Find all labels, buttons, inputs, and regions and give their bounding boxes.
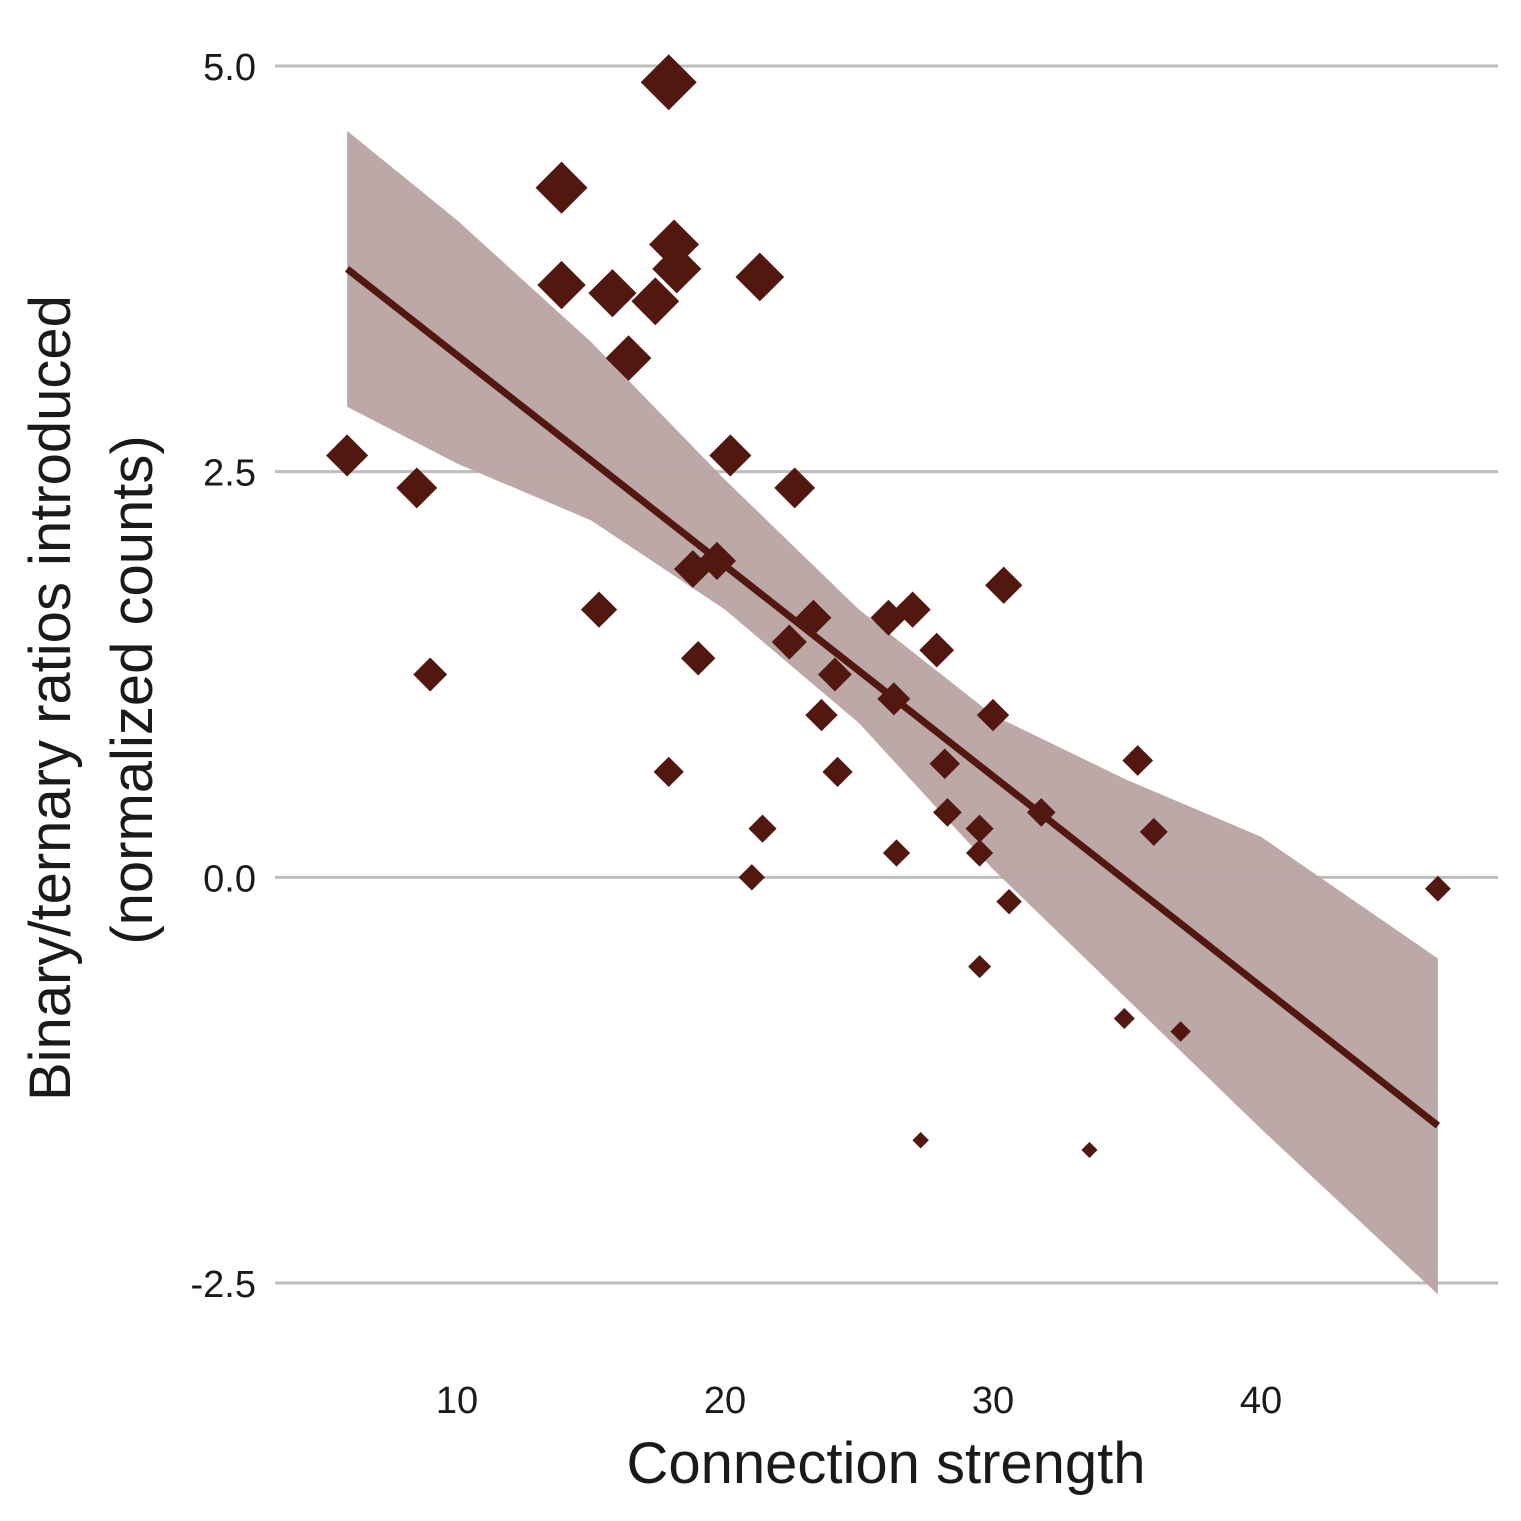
scatter-point [748,814,777,843]
scatter-point [738,864,765,891]
scatter-point [535,161,588,214]
scatter-point [822,756,853,787]
scatter-point [653,756,684,787]
x-tick-label: 40 [1240,1380,1282,1422]
scatter-point [735,252,785,302]
scatter-point [680,641,716,676]
scatter-point [652,244,702,294]
y-axis-title-line-1: Binary/ternary ratios introduced [18,295,83,1101]
y-axis-ticks: 5.0 2.5 0.0 -2.5 [191,47,256,1306]
scatter-point [1170,1021,1191,1042]
scatter-point [774,467,816,509]
scatter-point [771,624,807,660]
scatter-point [976,698,1010,732]
y-axis-title: Binary/ternary ratios introduced (normal… [18,279,165,1101]
scatter-point [605,335,652,381]
scatter-point [968,955,992,979]
scatter-point [805,698,838,732]
x-tick-label: 30 [972,1380,1014,1422]
scatter-point [929,748,961,780]
x-axis-ticks: 10 20 30 40 [436,1380,1282,1422]
data-points [326,54,1451,1159]
scatter-point [640,54,697,111]
scatter-point [877,682,911,716]
scatter-point [580,591,618,628]
scatter-point [882,839,911,867]
scatter-point [933,798,962,827]
scatter-point [413,657,448,692]
scatter-point [1424,875,1451,902]
scatter-point [697,541,737,580]
scatter-point [588,269,637,318]
y-tick-label: 2.5 [203,453,256,495]
scatter-point [817,657,852,692]
scatter-point [1026,798,1056,827]
y-tick-label: -2.5 [191,1264,256,1306]
scatter-point [985,566,1023,604]
scatter-point [795,599,832,636]
scatter-point [1113,1007,1135,1030]
x-tick-label: 10 [436,1380,478,1422]
scatter-point [919,632,955,668]
scatter-point [631,277,680,326]
scatter-point [996,888,1022,915]
scatter-point [1081,1141,1098,1159]
y-tick-label: 5.0 [203,47,256,89]
scatter-point [1139,817,1168,846]
scatter-point [894,591,931,628]
scatter-point [965,814,994,843]
x-tick-label: 20 [704,1380,746,1422]
scatter-point [326,434,369,477]
scatter-point [396,467,438,509]
scatter-point [673,550,712,588]
scatter-point [1122,745,1154,776]
y-axis-title-line-2: (normalized counts) [100,435,165,944]
scatter-point [537,260,586,310]
scatter-point [965,839,994,867]
x-axis-title: Connection strength [626,1431,1145,1496]
scatter-point [709,434,752,477]
y-tick-label: 0.0 [203,858,256,900]
scatter-point [912,1131,929,1149]
